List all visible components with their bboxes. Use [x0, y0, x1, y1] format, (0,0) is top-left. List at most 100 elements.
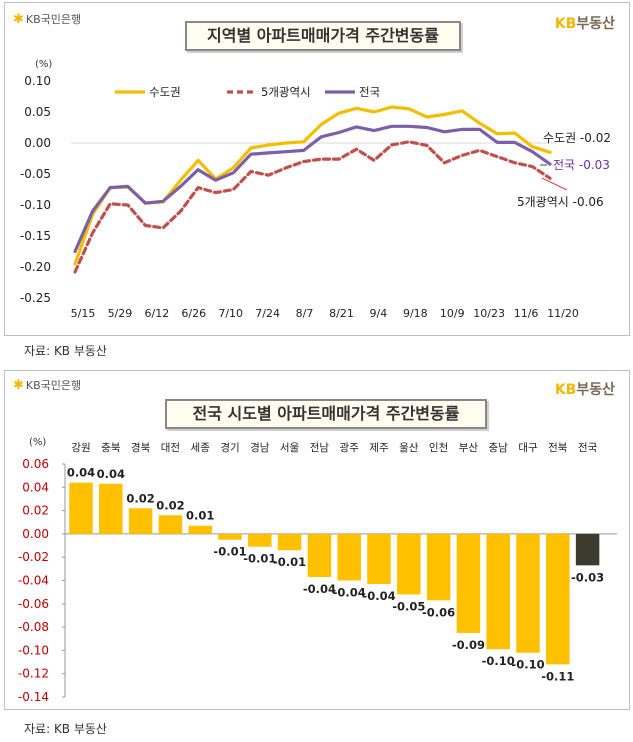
category-label: 울산 — [399, 442, 419, 454]
x-tick-label: 10/9 — [440, 307, 465, 320]
bar — [128, 508, 153, 534]
end-label-capital: 수도권 -0.02 — [543, 131, 611, 145]
bar — [516, 533, 540, 653]
y-tick-label: 0.06 — [22, 457, 49, 471]
x-tick-label: 10/23 — [473, 307, 505, 320]
bar — [426, 533, 451, 601]
kb-realestate-logo-2: KB부동산 — [555, 379, 615, 399]
category-label: 인천 — [429, 442, 448, 454]
bar-value-label: -0.03 — [571, 570, 604, 584]
y-tick-label: -0.06 — [18, 597, 49, 611]
x-tick-label: 7/10 — [218, 307, 243, 320]
y-tick-label: 0.10 — [24, 74, 51, 88]
x-tick-label: 9/4 — [370, 307, 388, 320]
bar-value-label: -0.10 — [482, 654, 515, 668]
end-label-nation: 전국 -0.03 — [553, 158, 610, 172]
bar-value-label: -0.04 — [333, 586, 366, 600]
y-tick-label: -0.14 — [18, 690, 49, 704]
category-label: 강원 — [71, 442, 90, 454]
bar — [367, 533, 391, 584]
y-tick-label: 0.00 — [24, 136, 51, 150]
end-label-metro5: 5개광역시 -0.06 — [517, 195, 604, 209]
legend-label: 수도권 — [149, 85, 181, 99]
y-tick-label: -0.25 — [20, 291, 51, 305]
y-tick-label: -0.15 — [20, 229, 51, 243]
kb-logo-kb-2: KB — [554, 382, 577, 398]
x-tick-label: 5/15 — [71, 307, 96, 320]
category-label: 부산 — [459, 442, 479, 454]
bar — [218, 533, 242, 540]
category-label: 경기 — [220, 441, 239, 454]
bar — [69, 482, 93, 534]
y-unit-label: (%) — [29, 437, 46, 448]
category-label: 제주 — [369, 442, 389, 454]
bar-value-label: -0.09 — [452, 638, 485, 652]
bar-value-label: -0.10 — [511, 658, 544, 672]
bar-value-label: -0.01 — [213, 545, 246, 559]
bar-value-label: -0.04 — [362, 589, 395, 603]
y-tick-label: -0.20 — [20, 260, 51, 274]
kb-bank-logo: ✱ KB국민은행 — [13, 11, 81, 27]
bar-value-label: -0.06 — [422, 605, 455, 619]
kb-bank-logo-text: KB국민은행 — [25, 13, 82, 26]
y-tick-label: -0.04 — [18, 574, 49, 588]
bar-value-label: -0.04 — [303, 582, 336, 596]
bar — [397, 533, 421, 595]
y-tick-label: -0.02 — [18, 550, 49, 564]
category-label: 서울 — [280, 442, 300, 454]
bar-value-label: -0.01 — [273, 555, 306, 569]
x-tick-label: 8/7 — [296, 307, 314, 320]
y-tick-label: 0.00 — [22, 527, 49, 541]
y-tick-label: 0.04 — [22, 480, 49, 494]
source-note-1: 자료: KB 부동산 — [24, 344, 107, 358]
bar-value-label: 0.02 — [156, 498, 184, 512]
y-unit-label: (%) — [35, 59, 52, 70]
bar — [307, 533, 332, 578]
bar — [456, 533, 481, 633]
legend-label: 5개광역시 — [261, 85, 311, 99]
legend-label: 전국 — [359, 85, 380, 99]
bar-chart-title: 전국 시도별 아파트매매가격 주간변동률 — [165, 399, 487, 429]
bar-chart-panel: ✱ KB국민은행 KB부동산 전국 시도별 아파트매매가격 주간변동률 (%) 0.… — [4, 370, 630, 710]
kb-logo-text-2: 부동산 — [576, 382, 615, 398]
category-label: 광주 — [340, 442, 360, 454]
x-tick-label: 7/24 — [255, 307, 280, 320]
bar — [337, 533, 361, 581]
y-tick-label: -0.10 — [18, 643, 49, 657]
category-label: 세종 — [191, 442, 211, 454]
metro5-line — [73, 140, 552, 274]
bar — [486, 533, 510, 650]
category-label: 충북 — [101, 442, 121, 454]
bar-value-label: -0.01 — [243, 552, 276, 566]
bar — [158, 515, 183, 534]
kb-logo-text: 부동산 — [576, 16, 615, 32]
bar — [248, 533, 272, 547]
category-label: 경남 — [250, 441, 270, 454]
bar-value-label: 0.02 — [126, 491, 154, 505]
line-chart-svg: (%) 0.10 0.05 0.00 -0.05 -0.10 -0.15 -0.20 -0.25… — [20, 59, 611, 320]
bar-chart-svg: (%)0.060.040.020.00-0.02-0.04-0.06-0.08-… — [18, 437, 617, 704]
kb-realestate-logo: KB부동산 — [555, 13, 615, 33]
category-label: 전북 — [548, 442, 568, 454]
source-note-2: 자료: KB 부동산 — [24, 722, 107, 736]
kb-logo-kb: KB — [554, 16, 577, 32]
x-tick-label: 6/26 — [181, 307, 206, 320]
nation-line — [73, 124, 552, 254]
kb-bank-logo-text-2: KB국민은행 — [25, 379, 82, 392]
x-tick-label: 5/29 — [108, 307, 133, 320]
end-label-leader-metro5 — [541, 177, 568, 191]
bar — [277, 533, 302, 551]
bar-value-label: -0.11 — [541, 669, 574, 683]
bar-value-label: 0.04 — [67, 466, 95, 480]
bar — [99, 483, 123, 534]
x-tick-label: 11/6 — [514, 307, 539, 320]
line-chart-panel: ✱ KB국민은행 KB부동산 지역별 아파트매매가격 주간변동률 (%) 0.10 0… — [4, 2, 630, 336]
bar-value-label: -0.05 — [392, 599, 425, 613]
y-tick-label: 0.05 — [24, 105, 51, 119]
category-label: 전남 — [310, 442, 330, 454]
y-tick-label: -0.10 — [20, 198, 51, 212]
kb-star-icon: ✱ — [13, 12, 24, 27]
y-tick-label: 0.02 — [22, 504, 49, 518]
y-tick-label: -0.05 — [20, 167, 51, 181]
x-tick-label: 6/12 — [144, 307, 169, 320]
